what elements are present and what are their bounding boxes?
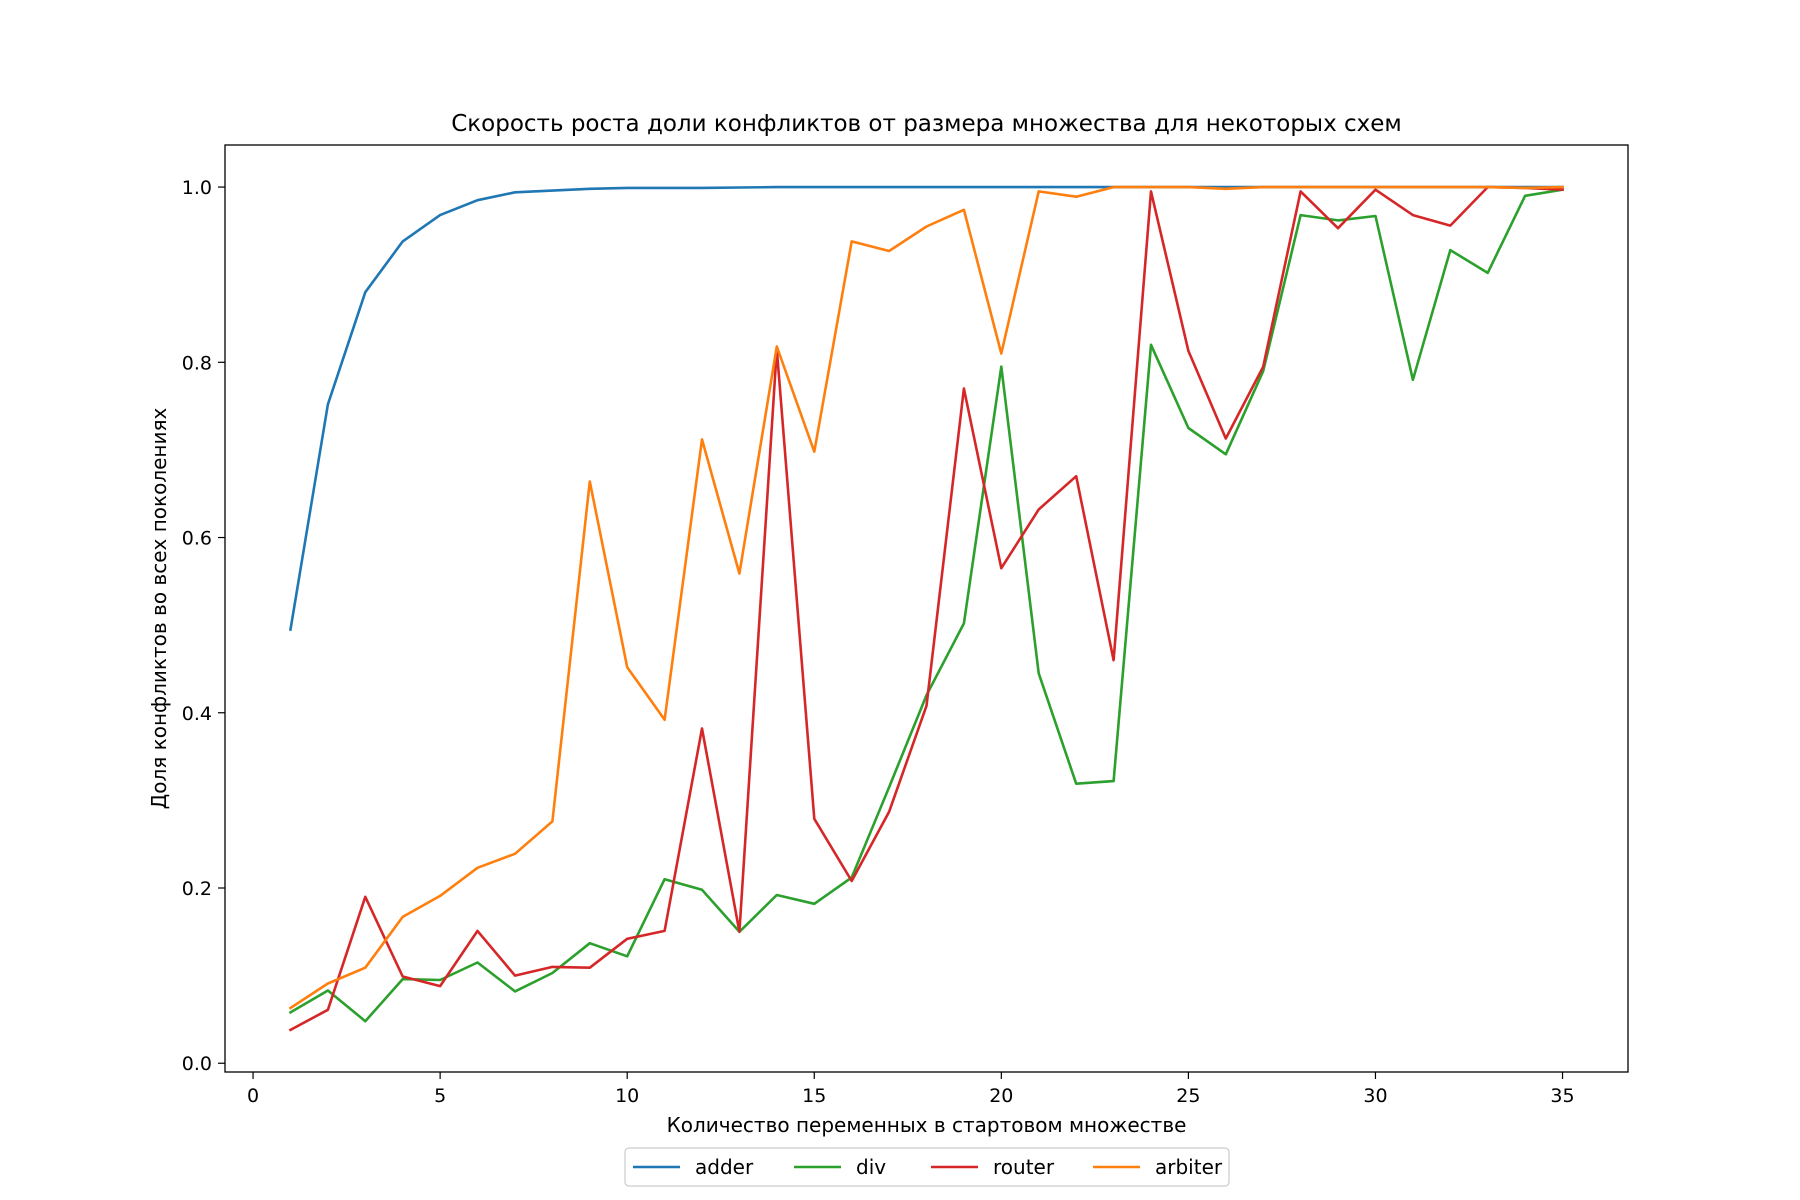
y-axis-title: Доля конфликтов во всех поколениях <box>147 407 171 809</box>
legend: adder div router arbiter <box>624 1147 1230 1187</box>
x-tick-label: 25 <box>1176 1085 1200 1107</box>
y-tick-label: 0.8 <box>182 352 212 374</box>
y-axis: 0.0 0.2 0.4 0.6 0.8 1.0 <box>182 177 225 1075</box>
chart-title: Скорость роста доли конфликтов от размер… <box>451 111 1402 137</box>
legend-label-arbiter: arbiter <box>1155 1155 1223 1179</box>
x-tick-label: 35 <box>1550 1085 1574 1107</box>
x-tick-label: 30 <box>1363 1085 1387 1107</box>
legend-label-router: router <box>993 1155 1055 1179</box>
legend-label-div: div <box>856 1155 886 1179</box>
x-axis-title: Количество переменных в стартовом множес… <box>667 1113 1187 1137</box>
series-line-router <box>288 185 1564 1032</box>
x-tick-label: 0 <box>247 1085 259 1107</box>
y-tick-label: 0.6 <box>182 528 212 550</box>
series-line-arbiter <box>288 185 1564 1010</box>
legend-label-adder: adder <box>695 1155 754 1179</box>
y-tick-label: 0.2 <box>182 878 212 900</box>
plot-area-frame <box>224 144 1629 1073</box>
x-tick-label: 5 <box>434 1085 446 1107</box>
series-layer <box>288 185 1564 1032</box>
legend-box <box>624 1147 1230 1187</box>
x-tick-label: 20 <box>989 1085 1013 1107</box>
y-tick-label: 1.0 <box>182 177 212 199</box>
x-tick-label: 15 <box>802 1085 826 1107</box>
x-tick-label: 10 <box>615 1085 639 1107</box>
y-tick-label: 0.0 <box>182 1053 212 1075</box>
x-axis: 0 5 10 15 20 25 30 35 <box>247 1072 1575 1107</box>
y-tick-label: 0.4 <box>182 703 212 725</box>
